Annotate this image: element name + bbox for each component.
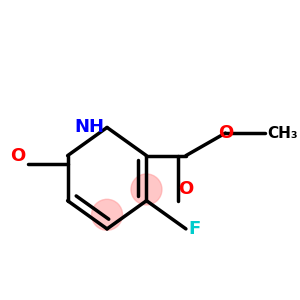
Circle shape (92, 199, 122, 230)
Text: O: O (178, 180, 194, 198)
Circle shape (131, 174, 162, 205)
Text: F: F (189, 220, 201, 238)
Text: O: O (10, 147, 26, 165)
Text: NH: NH (74, 118, 104, 136)
Text: O: O (218, 124, 233, 142)
Text: CH₃: CH₃ (268, 126, 298, 141)
